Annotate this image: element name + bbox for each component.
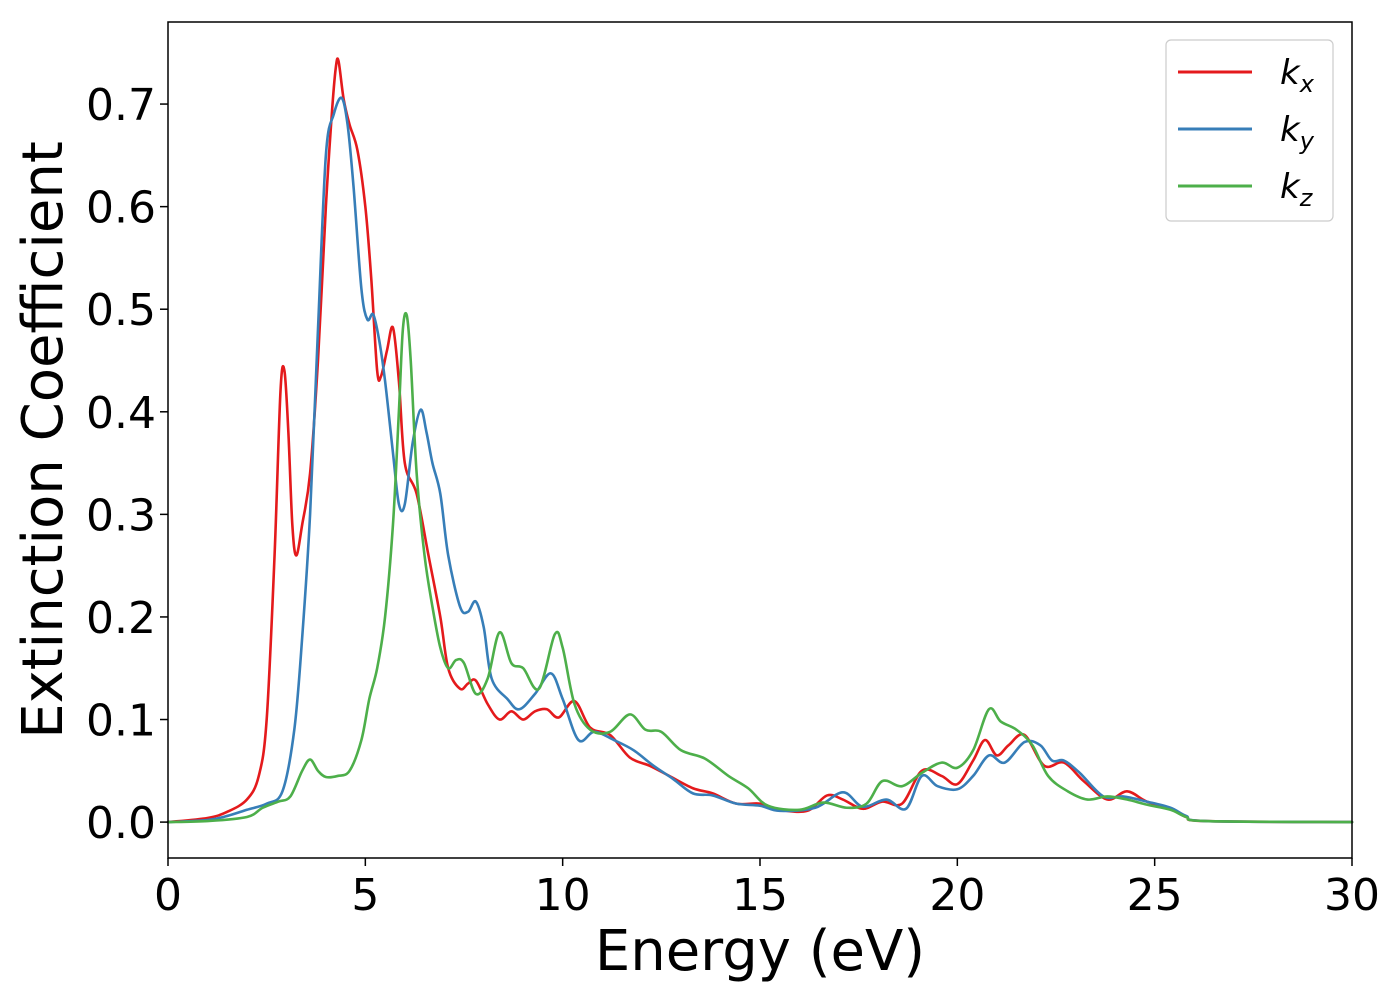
series-line-kz: [166, 311, 1354, 824]
x-tick-label: 15: [732, 870, 788, 921]
y-axis-label: Extinction Coefficient: [11, 141, 76, 739]
y-tick-label: 0.6: [86, 183, 156, 234]
legend-label-kz: kz: [1280, 167, 1314, 212]
legend-label-ky: ky: [1280, 110, 1315, 155]
legend-label-kx: kx: [1280, 53, 1315, 98]
series-layer: [166, 57, 1354, 824]
series-line-kx: [166, 57, 1354, 824]
x-axis-label: Energy (eV): [595, 919, 925, 984]
x-axis: 0 5 10 15 20 25 30: [154, 858, 1380, 921]
y-tick-label: 0.0: [86, 798, 156, 849]
x-tick-label: 10: [535, 870, 591, 921]
x-tick-label: 25: [1127, 870, 1183, 921]
x-tick-label: 20: [929, 870, 985, 921]
y-tick-label: 0.5: [86, 285, 156, 336]
x-tick-label: 5: [351, 870, 379, 921]
y-tick-label: 0.3: [86, 490, 156, 541]
legend: kx ky kz: [1165, 39, 1334, 222]
y-tick-label: 0.2: [86, 593, 156, 644]
y-tick-label: 0.4: [86, 388, 156, 439]
x-tick-label: 30: [1324, 870, 1380, 921]
y-tick-label: 0.1: [86, 696, 156, 747]
x-tick-label: 0: [154, 870, 182, 921]
y-axis: 0.0 0.1 0.2 0.3 0.4 0.5 0.6 0.7: [86, 80, 168, 849]
y-tick-label: 0.7: [86, 80, 156, 131]
series-line-ky: [166, 96, 1354, 824]
